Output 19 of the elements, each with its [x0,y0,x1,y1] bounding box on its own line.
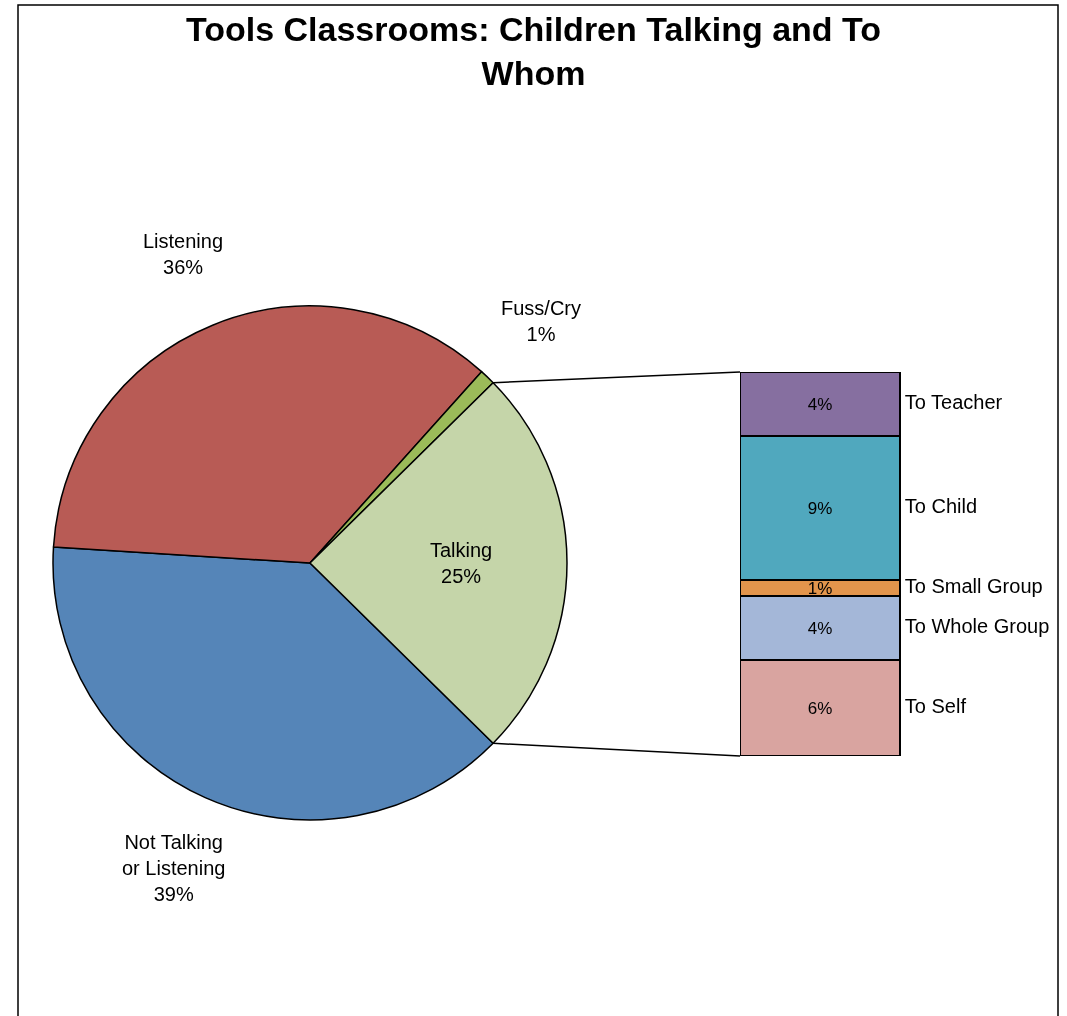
data-label: 39% [153,883,194,905]
data-label: 6% [807,698,833,718]
data-label: 25% [441,565,482,587]
series-label: To Small Group [904,575,1043,597]
slice-label: Fuss/Cry [501,297,581,319]
slice-label: Not Talking or Listening [122,831,226,879]
data-label: 1% [526,323,556,345]
series-label: To Child [904,495,978,517]
chart-title: Tools Classrooms: Children Talking and To Whom [185,9,882,92]
data-label: 9% [807,498,833,518]
data-label: 36% [163,256,204,278]
series-label: To Self [904,695,967,717]
series-label: To Teacher [904,391,1003,413]
data-label: 4% [807,394,833,414]
slice-label: Talking [429,539,493,561]
data-label: 1% [807,578,833,598]
series-label: To Whole Group [904,615,1050,637]
data-label: 4% [807,618,833,638]
slice-label: Listening [143,230,224,252]
